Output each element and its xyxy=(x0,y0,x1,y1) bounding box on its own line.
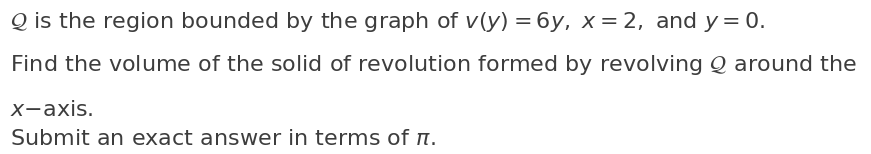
Text: $x\mathrm{-axis.}$: $x\mathrm{-axis.}$ xyxy=(10,100,94,120)
Text: $\mathrm{Find\ the\ volume\ of\ the\ solid\ of\ revolution\ formed\ by\ revolvin: $\mathrm{Find\ the\ volume\ of\ the\ sol… xyxy=(10,53,857,77)
Text: $\mathrm{Submit\ an\ exact\ answer\ in\ terms\ of\ }\pi\mathrm{.}$: $\mathrm{Submit\ an\ exact\ answer\ in\ … xyxy=(10,129,436,149)
Text: $\mathcal{Q}\mathrm{\ is\ the\ region\ bounded\ by\ the\ graph\ of\ }v(y) = 6y\m: $\mathcal{Q}\mathrm{\ is\ the\ region\ b… xyxy=(10,10,766,34)
